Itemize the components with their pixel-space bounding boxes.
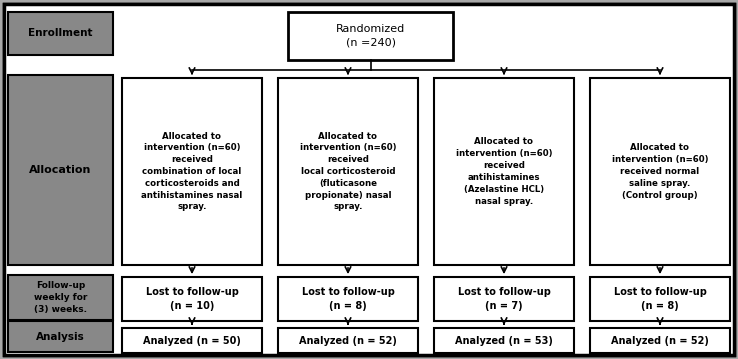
FancyBboxPatch shape — [4, 4, 734, 355]
Text: Analyzed (n = 53): Analyzed (n = 53) — [455, 336, 553, 345]
Text: Allocated to
intervention (n=60)
received
local corticosteroid
(fluticasone
prop: Allocated to intervention (n=60) receive… — [300, 132, 396, 211]
FancyBboxPatch shape — [8, 275, 113, 320]
FancyBboxPatch shape — [122, 277, 262, 321]
FancyBboxPatch shape — [278, 78, 418, 265]
FancyBboxPatch shape — [434, 328, 574, 353]
Text: Analysis: Analysis — [36, 331, 85, 341]
FancyBboxPatch shape — [8, 75, 113, 265]
FancyBboxPatch shape — [8, 321, 113, 352]
Text: Randomized
(n =240): Randomized (n =240) — [336, 24, 405, 48]
FancyBboxPatch shape — [278, 277, 418, 321]
FancyBboxPatch shape — [288, 12, 453, 60]
FancyBboxPatch shape — [590, 78, 730, 265]
FancyBboxPatch shape — [590, 277, 730, 321]
Text: Analyzed (n = 52): Analyzed (n = 52) — [611, 336, 709, 345]
FancyBboxPatch shape — [8, 12, 113, 55]
Text: Lost to follow-up
(n = 10): Lost to follow-up (n = 10) — [145, 288, 238, 311]
Text: Lost to follow-up
(n = 8): Lost to follow-up (n = 8) — [302, 288, 394, 311]
FancyBboxPatch shape — [434, 277, 574, 321]
Text: Allocated to
intervention (n=60)
received normal
saline spray.
(Control group): Allocated to intervention (n=60) receive… — [612, 143, 708, 200]
Text: Enrollment: Enrollment — [28, 28, 93, 38]
FancyBboxPatch shape — [434, 78, 574, 265]
FancyBboxPatch shape — [278, 328, 418, 353]
FancyBboxPatch shape — [590, 328, 730, 353]
FancyBboxPatch shape — [122, 78, 262, 265]
Text: Allocated to
intervention (n=60)
received
combination of local
corticosteroids a: Allocated to intervention (n=60) receive… — [142, 132, 243, 211]
Text: Lost to follow-up
(n = 8): Lost to follow-up (n = 8) — [613, 288, 706, 311]
Text: Allocation: Allocation — [30, 165, 92, 175]
FancyBboxPatch shape — [122, 328, 262, 353]
Text: Lost to follow-up
(n = 7): Lost to follow-up (n = 7) — [458, 288, 551, 311]
Text: Analyzed (n = 50): Analyzed (n = 50) — [143, 336, 241, 345]
Text: Analyzed (n = 52): Analyzed (n = 52) — [299, 336, 397, 345]
Text: Follow-up
weekly for
(3) weeks.: Follow-up weekly for (3) weeks. — [34, 281, 87, 314]
Text: Allocated to
intervention (n=60)
received
antihistamines
(Azelastine HCL)
nasal : Allocated to intervention (n=60) receive… — [456, 137, 552, 205]
FancyBboxPatch shape — [4, 4, 734, 355]
